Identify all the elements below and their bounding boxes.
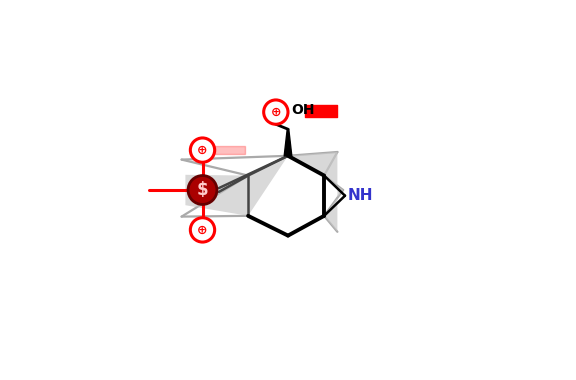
Text: ⊕: ⊕ <box>197 223 208 236</box>
Text: OH: OH <box>291 103 314 117</box>
Text: $: $ <box>196 181 209 199</box>
Text: NH: NH <box>348 188 374 203</box>
Text: ⊕: ⊕ <box>197 144 208 157</box>
Circle shape <box>190 218 215 242</box>
Polygon shape <box>288 152 343 232</box>
Circle shape <box>264 100 288 124</box>
Polygon shape <box>185 156 288 216</box>
Circle shape <box>188 176 217 204</box>
Circle shape <box>190 138 215 162</box>
Text: ⊕: ⊕ <box>271 106 281 119</box>
Polygon shape <box>284 129 292 156</box>
